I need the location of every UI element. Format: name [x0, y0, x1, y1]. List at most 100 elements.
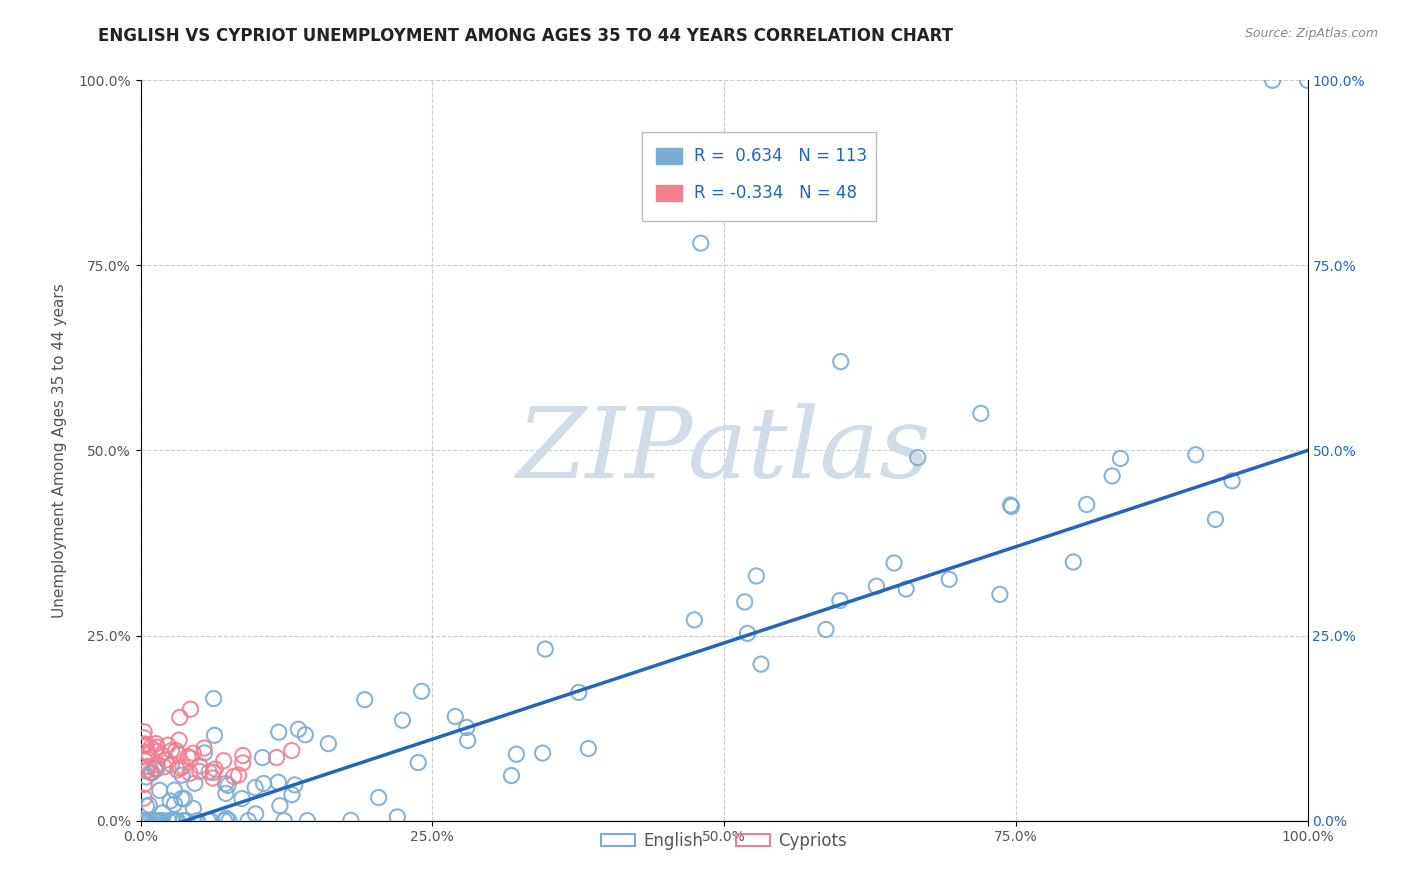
Point	[148, 814, 170, 828]
Point	[198, 813, 221, 827]
Point	[165, 743, 187, 757]
Point	[139, 765, 162, 780]
Point	[1184, 448, 1206, 462]
Point	[163, 797, 186, 812]
Point	[201, 771, 224, 785]
Point	[176, 814, 198, 828]
Point	[938, 572, 960, 586]
Point	[1220, 474, 1243, 488]
Point	[266, 750, 288, 764]
FancyBboxPatch shape	[657, 185, 682, 201]
Point	[135, 770, 157, 784]
Point	[135, 738, 157, 752]
Point	[152, 805, 174, 820]
Text: R =  0.634   N = 113: R = 0.634 N = 113	[693, 147, 868, 165]
Point	[576, 741, 599, 756]
Point	[683, 613, 706, 627]
Point	[145, 814, 167, 828]
Point	[1000, 500, 1022, 514]
Point	[165, 814, 187, 828]
Point	[172, 814, 194, 828]
Point	[284, 778, 307, 792]
Point	[232, 748, 254, 763]
Point	[146, 814, 169, 828]
Point	[222, 769, 245, 783]
Point	[145, 762, 167, 776]
Point	[188, 759, 211, 773]
Point	[218, 814, 240, 828]
Point	[132, 791, 155, 805]
Point	[166, 763, 188, 777]
Point	[456, 721, 478, 735]
Point	[297, 814, 319, 828]
Point	[153, 760, 176, 774]
Point	[228, 768, 250, 782]
Point	[214, 776, 236, 790]
Point	[157, 738, 180, 752]
Point	[135, 814, 157, 828]
Point	[814, 623, 837, 637]
Point	[197, 814, 219, 828]
Point	[865, 579, 887, 593]
Point	[193, 741, 215, 756]
Point	[215, 812, 238, 826]
Point	[281, 788, 304, 802]
Point	[186, 814, 208, 828]
Point	[159, 794, 181, 808]
Point	[1076, 498, 1098, 512]
Point	[202, 691, 225, 706]
Text: ZIPatlas: ZIPatlas	[517, 403, 931, 498]
Point	[145, 737, 167, 751]
Point	[179, 766, 201, 780]
Point	[245, 806, 267, 821]
Point	[150, 747, 173, 762]
Point	[387, 810, 409, 824]
Point	[568, 685, 591, 699]
Point	[167, 733, 190, 747]
Point	[146, 740, 169, 755]
Point	[183, 801, 205, 815]
Point	[193, 746, 215, 760]
Point	[444, 709, 467, 723]
Point	[132, 724, 155, 739]
Point	[149, 814, 172, 828]
Point	[143, 761, 166, 775]
Point	[1101, 469, 1123, 483]
Point	[269, 798, 291, 813]
Point	[136, 814, 159, 828]
Point	[145, 744, 167, 758]
Point	[202, 765, 225, 780]
Point	[212, 754, 235, 768]
Point	[243, 780, 266, 795]
Point	[132, 731, 155, 745]
Point	[238, 814, 260, 828]
Point	[138, 797, 160, 812]
Point	[139, 740, 162, 755]
Point	[132, 739, 155, 753]
Point	[406, 756, 429, 770]
Point	[232, 756, 254, 770]
Text: R = -0.334   N = 48: R = -0.334 N = 48	[693, 184, 856, 202]
Point	[135, 799, 157, 814]
Point	[988, 587, 1011, 601]
Point	[215, 786, 238, 800]
Point	[138, 747, 160, 762]
Point	[136, 746, 159, 760]
Point	[749, 657, 772, 672]
Point	[136, 759, 159, 773]
Point	[134, 739, 156, 753]
Point	[184, 776, 207, 790]
Point	[136, 763, 159, 777]
Point	[745, 569, 768, 583]
Point	[181, 746, 204, 760]
Point	[907, 450, 929, 465]
Point	[340, 814, 363, 828]
Point	[1109, 451, 1132, 466]
Point	[170, 768, 193, 782]
Point	[135, 814, 157, 828]
Point	[252, 750, 274, 764]
Point	[734, 595, 756, 609]
Point	[162, 814, 184, 828]
FancyBboxPatch shape	[657, 148, 682, 164]
Text: Source: ZipAtlas.com: Source: ZipAtlas.com	[1244, 27, 1378, 40]
